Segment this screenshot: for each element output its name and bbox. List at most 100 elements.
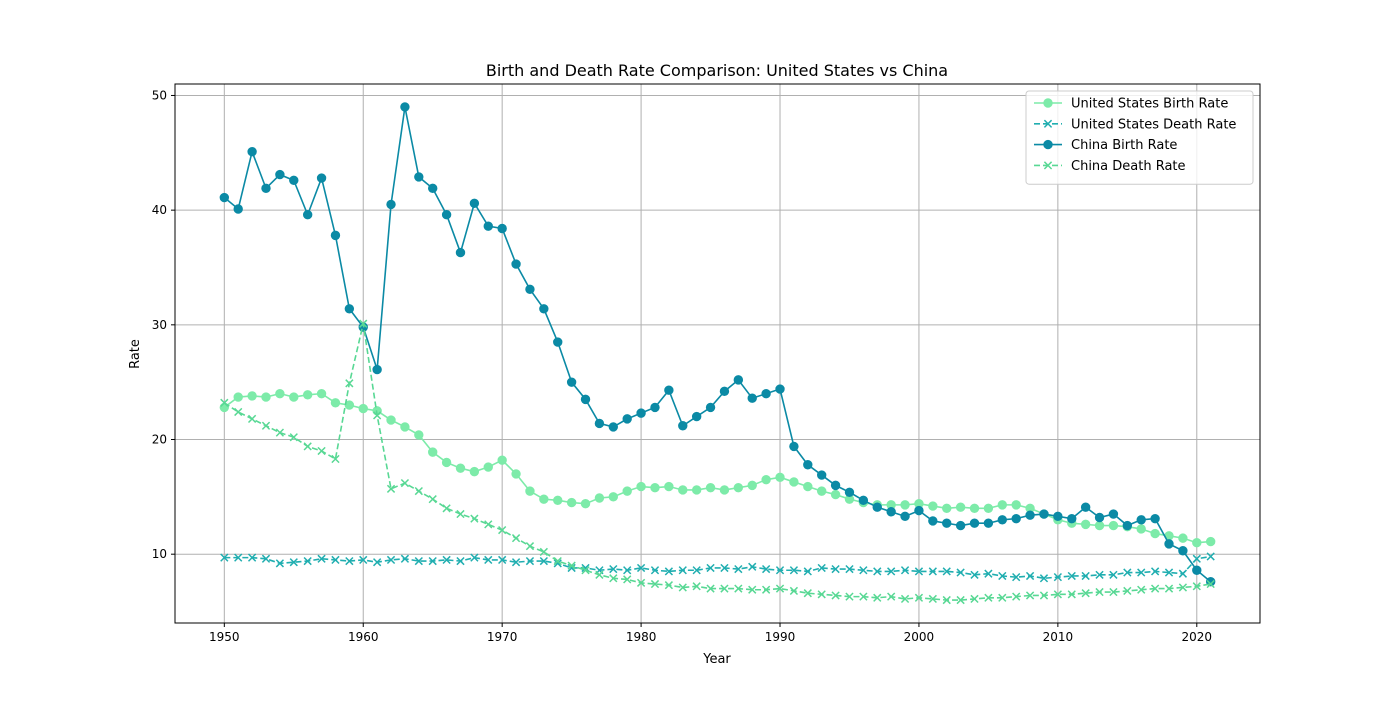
united-states-birth-rate-point — [830, 489, 841, 500]
united-states-birth-rate-point — [705, 482, 716, 493]
tick-layer: 1950 1960 1970 1980 1990 2000 2010 2020 10 20 30 40… — [152, 88, 1212, 644]
y-tick-label: 30 — [152, 318, 167, 332]
china-birth-rate-point — [705, 402, 716, 413]
china-death-rate-point — [956, 595, 965, 605]
united-states-death-rate-point — [1178, 569, 1188, 578]
china-birth-rate-point — [622, 414, 632, 424]
china-death-rate-point — [706, 584, 715, 593]
china-death-rate-point — [400, 478, 410, 488]
china-death-rate-point — [539, 547, 548, 557]
china-death-rate-point — [317, 446, 326, 456]
legend-item-united-states-death-rate: United States Death Rate — [1034, 117, 1236, 132]
united-states-birth-rate-point — [386, 415, 396, 425]
china-death-rate-point — [859, 592, 868, 601]
china-death-rate-point — [567, 561, 576, 570]
china-death-rate-point — [748, 585, 757, 594]
united-states-birth-rate-point — [539, 494, 549, 504]
series-united-states-death-rate — [220, 552, 1215, 583]
china-death-rate-point — [386, 484, 396, 493]
china-death-rate-point — [678, 583, 687, 592]
united-states-birth-rate-point — [1178, 533, 1188, 543]
united-states-birth-rate-point — [816, 486, 827, 496]
united-states-birth-rate-point — [942, 503, 952, 514]
united-states-death-rate-point — [1164, 568, 1174, 577]
china-death-rate-point — [220, 398, 229, 407]
y-tick-label: 40 — [152, 203, 167, 217]
china-death-rate-point — [247, 414, 257, 423]
united-states-death-rate-point — [234, 553, 243, 562]
china-death-rate-point — [831, 591, 840, 600]
united-states-birth-rate-point — [691, 485, 702, 495]
china-birth-rate-point — [928, 516, 938, 526]
united-states-death-rate-point — [400, 554, 410, 563]
united-states-birth-rate-point — [678, 485, 688, 495]
china-death-rate-point — [303, 442, 312, 451]
united-states-death-rate-point — [1053, 572, 1062, 582]
united-states-death-rate-point — [887, 567, 896, 576]
china-birth-rate-point — [539, 304, 549, 314]
china-death-rate-point — [1039, 591, 1049, 600]
china-birth-rate-point — [719, 386, 730, 397]
united-states-birth-rate-point — [1094, 520, 1105, 531]
china-death-rate-point — [1012, 592, 1021, 601]
china-birth-rate-point — [747, 393, 757, 403]
united-states-birth-rate-point — [566, 497, 577, 508]
united-states-death-rate-point — [817, 563, 826, 573]
united-states-birth-rate-point — [650, 482, 660, 493]
china-death-rate-point — [1164, 584, 1174, 593]
china-death-rate-point — [456, 509, 465, 519]
china-birth-rate-point — [1136, 515, 1146, 525]
united-states-death-rate-point — [470, 553, 479, 562]
united-states-death-rate-point — [345, 556, 354, 566]
china-birth-rate-point — [1053, 511, 1063, 522]
united-states-birth-rate-point — [761, 474, 771, 485]
legend-label: United States Death Rate — [1071, 117, 1236, 132]
china-birth-rate-point — [511, 259, 521, 269]
china-birth-rate-point — [233, 204, 243, 214]
china-death-rate-point — [345, 379, 354, 388]
china-birth-rate-point — [844, 487, 855, 497]
united-states-birth-rate-point — [414, 430, 424, 440]
united-states-death-rate-point — [553, 559, 562, 568]
united-states-birth-rate-point — [261, 392, 271, 402]
united-states-birth-rate-point — [1150, 528, 1160, 539]
united-states-death-rate-point — [428, 556, 437, 566]
china-birth-rate-point — [469, 198, 480, 208]
china-birth-rate-point — [955, 520, 966, 531]
china-birth-rate-point — [816, 470, 827, 480]
united-states-death-rate-point — [720, 563, 729, 573]
china-birth-rate-point — [330, 230, 341, 241]
united-states-birth-rate-point — [733, 482, 744, 493]
x-axis-label: Year — [702, 652, 731, 667]
china-death-rate-point — [650, 579, 660, 589]
united-states-death-rate-point — [1192, 554, 1201, 563]
united-states-birth-rate-point — [1108, 520, 1119, 531]
china-birth-rate-point — [1150, 513, 1160, 524]
united-states-death-rate-point — [289, 558, 298, 567]
united-states-birth-rate-point — [275, 388, 285, 399]
china-death-rate-point — [428, 495, 437, 504]
china-birth-rate-point — [580, 394, 591, 405]
china-birth-rate-point — [372, 364, 382, 375]
china-death-rate-point — [1081, 589, 1090, 598]
china-death-rate-point — [623, 575, 632, 584]
united-states-death-rate-point — [706, 563, 715, 573]
series-china-death-rate — [220, 319, 1215, 605]
united-states-death-rate-point — [331, 555, 340, 565]
china-death-rate-point — [553, 556, 562, 566]
united-states-death-rate-point — [220, 553, 229, 562]
united-states-birth-rate-point — [608, 492, 619, 502]
china-death-rate-point — [1192, 582, 1201, 591]
china-birth-rate-point — [1108, 509, 1119, 519]
united-states-death-rate-point — [1081, 571, 1090, 581]
china-birth-rate-point — [858, 495, 869, 505]
united-states-death-rate-point — [831, 564, 840, 574]
united-states-birth-rate-point — [289, 392, 299, 402]
y-tick-label: 10 — [152, 547, 167, 561]
china-death-rate-point — [942, 595, 951, 605]
legend-item-united-states-birth-rate: United States Birth Rate — [1034, 97, 1228, 112]
y-tick-label: 20 — [152, 433, 167, 447]
united-states-birth-rate-point — [1205, 536, 1216, 547]
united-states-birth-rate-point — [302, 390, 313, 400]
